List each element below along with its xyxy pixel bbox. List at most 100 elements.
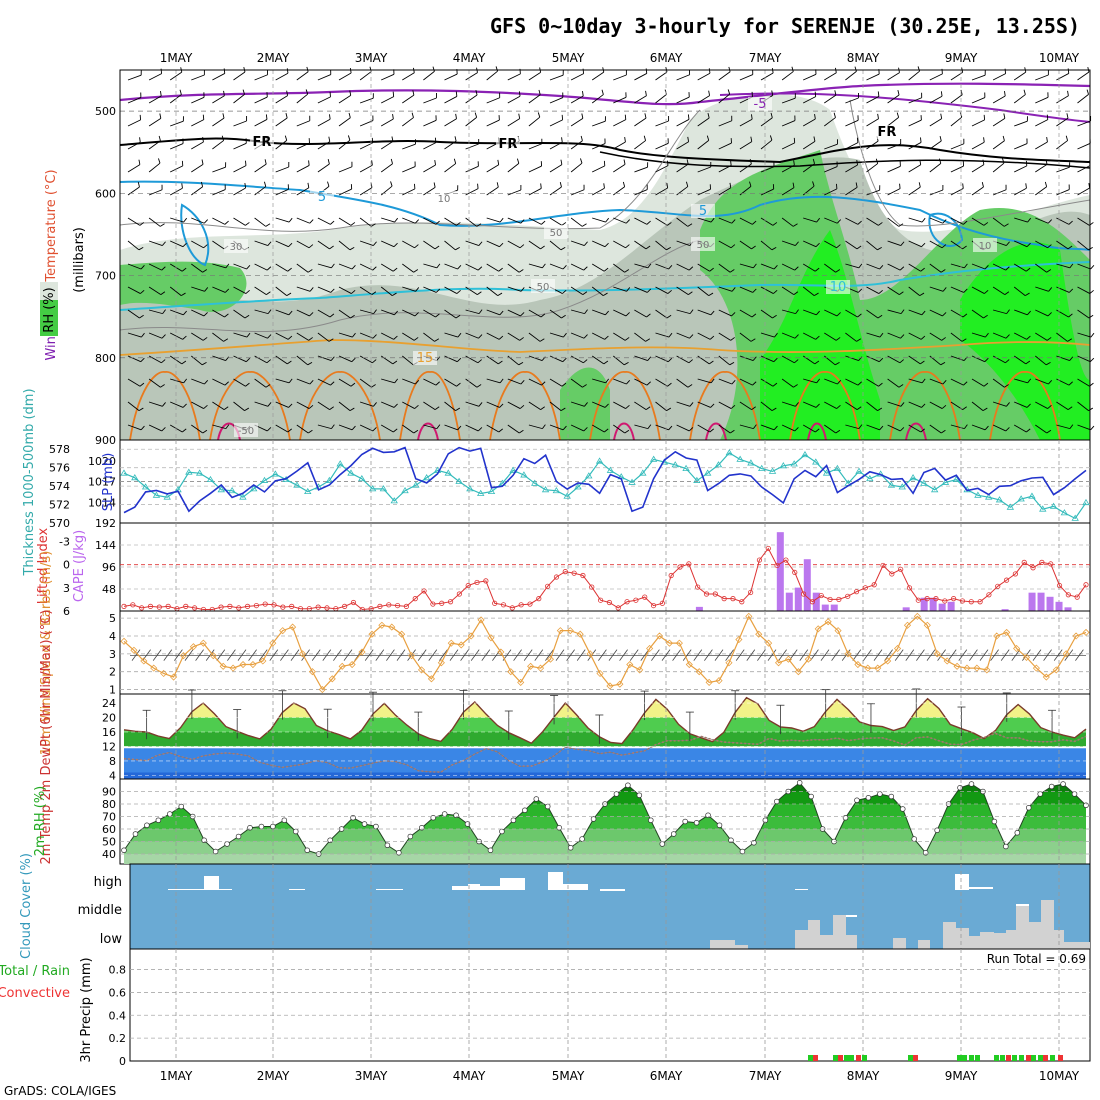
- date-label-top: 8MAY: [847, 51, 880, 65]
- wind-barb: [570, 217, 583, 227]
- wind-barb: [191, 378, 205, 385]
- wind-barb-feather: [603, 292, 608, 297]
- wind-barb-feather: [920, 267, 925, 272]
- rh2m-marker: [247, 824, 253, 831]
- lifted-index-label: Lifted Index: [36, 527, 51, 604]
- wind-barb: [824, 217, 838, 224]
- wind-barb: [1013, 71, 1027, 81]
- wind-barb-feather: [710, 378, 715, 384]
- wind-barb: [275, 309, 290, 316]
- wind-barb: [444, 240, 456, 251]
- cape-bar: [785, 592, 793, 611]
- wind10m-marker: [804, 655, 812, 663]
- wind-barb-feather: [309, 312, 314, 317]
- wind-barb-feather: [245, 382, 250, 387]
- wind-barb: [296, 120, 310, 127]
- wind-barb: [866, 286, 880, 294]
- wind-barb-feather: [942, 219, 947, 224]
- wind-barb-feather: [644, 113, 647, 119]
- lifted-index-marker: [933, 596, 939, 602]
- lifted-index-marker: [968, 599, 974, 605]
- wind-barb: [254, 96, 268, 104]
- surface-wind-barb: [470, 649, 480, 661]
- wind-barb: [655, 263, 669, 270]
- wind10m-marker: [358, 648, 366, 656]
- thickness-marker: [974, 491, 982, 498]
- wind-barb: [127, 332, 142, 338]
- wind-barb-feather: [1088, 246, 1093, 251]
- wind-barb-feather: [392, 360, 398, 365]
- wind-barb: [613, 163, 626, 173]
- contour-lines: [119, 82, 1091, 441]
- lifted-index-marker: [218, 604, 224, 610]
- wind-barb: [760, 217, 774, 226]
- wind10m-marker: [556, 627, 564, 635]
- cloud-low: [969, 936, 980, 949]
- temperature-label: Temperature (°C): [44, 169, 59, 282]
- wind-barb: [528, 332, 541, 342]
- lifted-index-marker: [430, 601, 436, 607]
- wind10m-marker: [298, 650, 307, 658]
- wind-barb-feather: [138, 246, 144, 251]
- temp-contour-20: [589, 371, 661, 441]
- wind10m-marker: [606, 682, 614, 690]
- wind-barb-feather: [351, 289, 356, 294]
- wind-barb: [402, 94, 415, 104]
- wind-barb: [275, 95, 288, 104]
- rh2m-marker: [774, 798, 780, 805]
- rh2m-marker: [911, 836, 917, 842]
- wind-barb-feather: [373, 402, 377, 407]
- wind-barb: [1056, 189, 1070, 196]
- wind-barb: [676, 286, 689, 296]
- wind-barb-feather: [519, 404, 525, 409]
- lifted-index-marker: [280, 604, 286, 610]
- wind-barb: [191, 401, 204, 409]
- contour-label-bg: [691, 237, 715, 251]
- contour-label: FR: [253, 135, 272, 150]
- wind-barb: [591, 263, 605, 272]
- wind-barb: [296, 93, 308, 104]
- wind10m-marker: [229, 664, 237, 672]
- rh2m-marker: [304, 847, 310, 853]
- wind-barb: [1035, 119, 1048, 127]
- wind-barb-feather: [731, 219, 736, 224]
- lifted-index-marker: [571, 570, 577, 576]
- wind-barb: [739, 401, 752, 411]
- dewpt-band-dark: [124, 772, 1086, 779]
- wind-barb-feather: [709, 428, 715, 433]
- wind-barb: [866, 189, 880, 196]
- precip-panel: 00.20.40.60.8: [109, 948, 1091, 1068]
- date-label-bottom: 9MAY: [945, 1069, 978, 1083]
- wind-barb: [803, 309, 817, 316]
- wind-barb-feather: [710, 217, 715, 223]
- wind-barb-feather: [1002, 135, 1005, 141]
- wind-barb-feather: [729, 182, 732, 188]
- lifted-index-marker: [1083, 582, 1089, 588]
- contour-label: 15: [417, 351, 434, 366]
- rh2m-marker: [991, 818, 998, 825]
- thickness-marker: [422, 474, 431, 481]
- wind-barb: [170, 240, 184, 248]
- wind-barb: [233, 401, 245, 411]
- wind10m-marker: [1022, 653, 1031, 661]
- pressure-tick: 900: [95, 434, 116, 447]
- rh2m-marker: [670, 831, 677, 837]
- wind-barb: [1077, 71, 1090, 81]
- wind-barb-feather: [161, 427, 166, 432]
- wind10m-marker: [586, 650, 594, 658]
- wind-barb: [359, 401, 374, 407]
- lifted-index-marker: [659, 600, 665, 606]
- wind-barb: [950, 217, 964, 225]
- lifted-index-marker: [624, 599, 630, 605]
- wind-barb-feather: [224, 220, 229, 225]
- wind-barb: [423, 240, 436, 250]
- wind-barb: [971, 263, 986, 270]
- wind-barb-feather: [815, 428, 820, 433]
- wind-barb: [296, 309, 310, 317]
- wind-barb: [824, 72, 837, 81]
- tick-label: 1020: [88, 455, 116, 468]
- wind-barb: [676, 332, 690, 339]
- wind-barb: [781, 332, 796, 339]
- precip-bar: [838, 1055, 843, 1061]
